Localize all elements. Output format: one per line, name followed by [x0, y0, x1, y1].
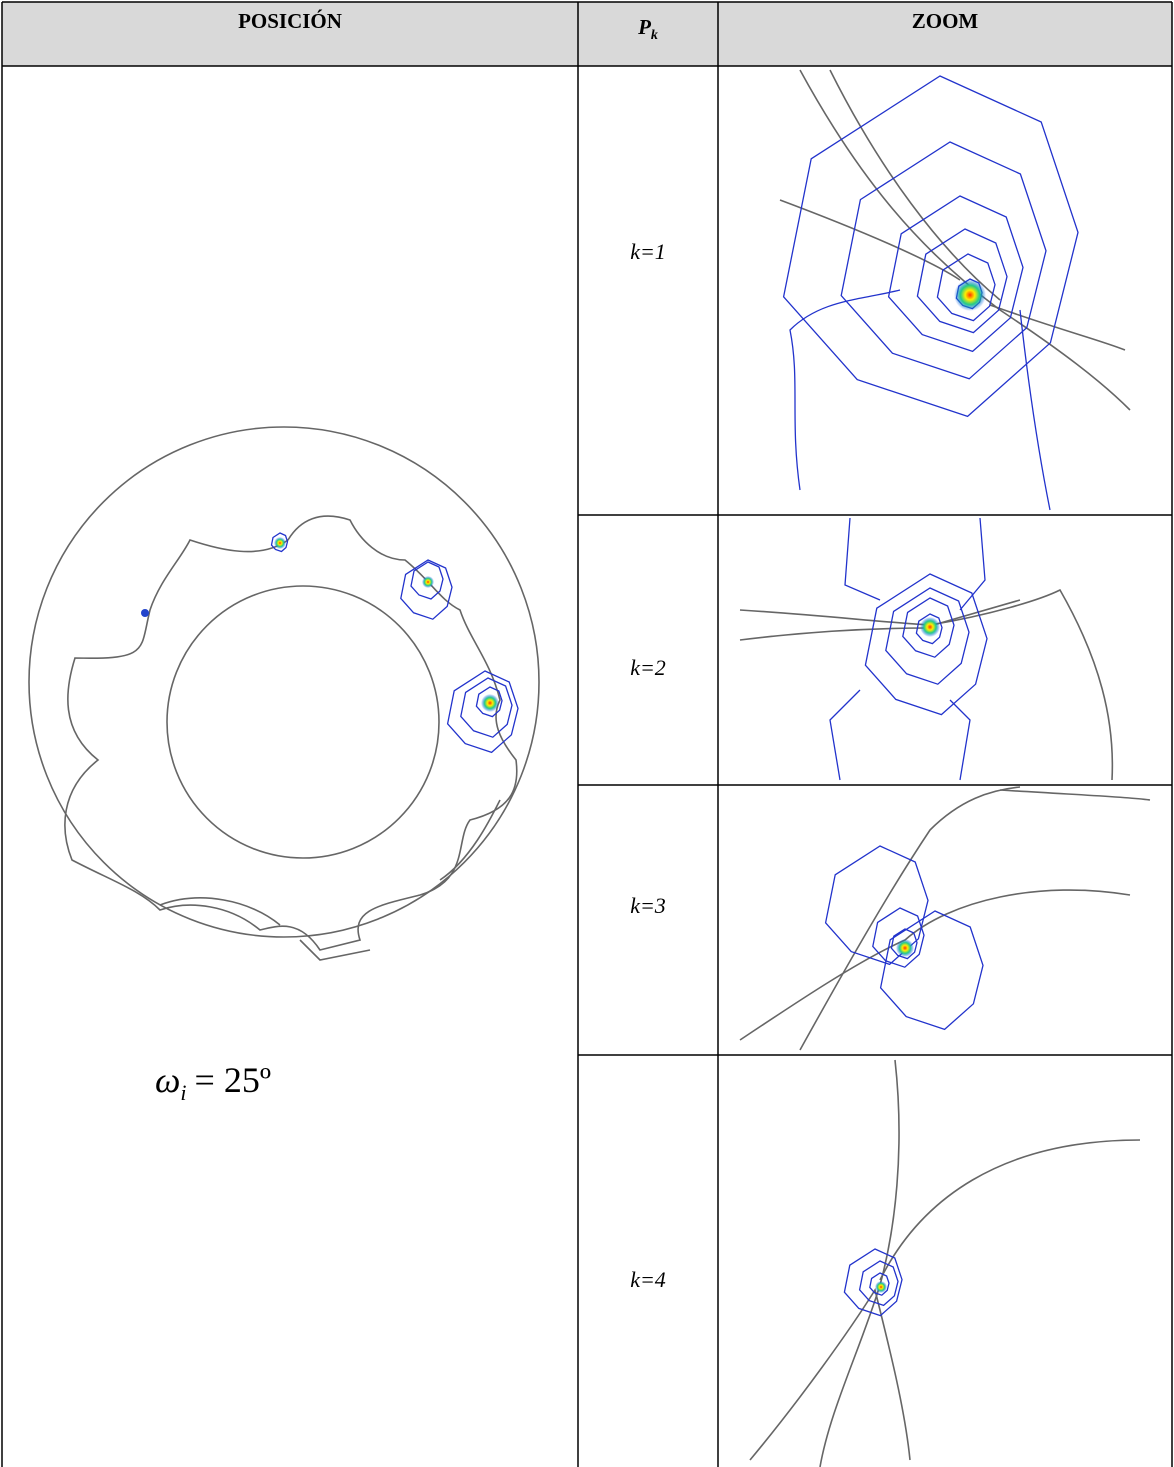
zoom-4	[750, 1060, 1140, 1467]
page: POSICIÓN Pk ZOOM k=1 k=2 k=3 k=4 ωi = 25º	[0, 0, 1174, 1467]
stress-spots	[141, 533, 518, 752]
row-label: k=4	[630, 1267, 666, 1292]
row-label: k=1	[630, 239, 666, 264]
zoom-2	[740, 518, 1112, 780]
zoom-1	[780, 70, 1130, 510]
angle-formula: ωi = 25º	[155, 1060, 271, 1105]
gear-drawing	[29, 427, 539, 960]
header-bg	[2, 2, 1172, 66]
zoom-3	[740, 787, 1150, 1050]
row-label: k=3	[630, 893, 666, 918]
omega: ω	[155, 1060, 180, 1100]
angle-value: = 25º	[195, 1060, 271, 1100]
pk-subscript: k	[651, 28, 658, 43]
table-grid	[2, 2, 1172, 1467]
row-label: k=2	[630, 655, 666, 680]
pk-symbol: P	[637, 15, 651, 39]
omega-sub: i	[180, 1080, 186, 1105]
header-position: POSICIÓN	[238, 9, 342, 33]
header-zoom: ZOOM	[912, 9, 979, 33]
